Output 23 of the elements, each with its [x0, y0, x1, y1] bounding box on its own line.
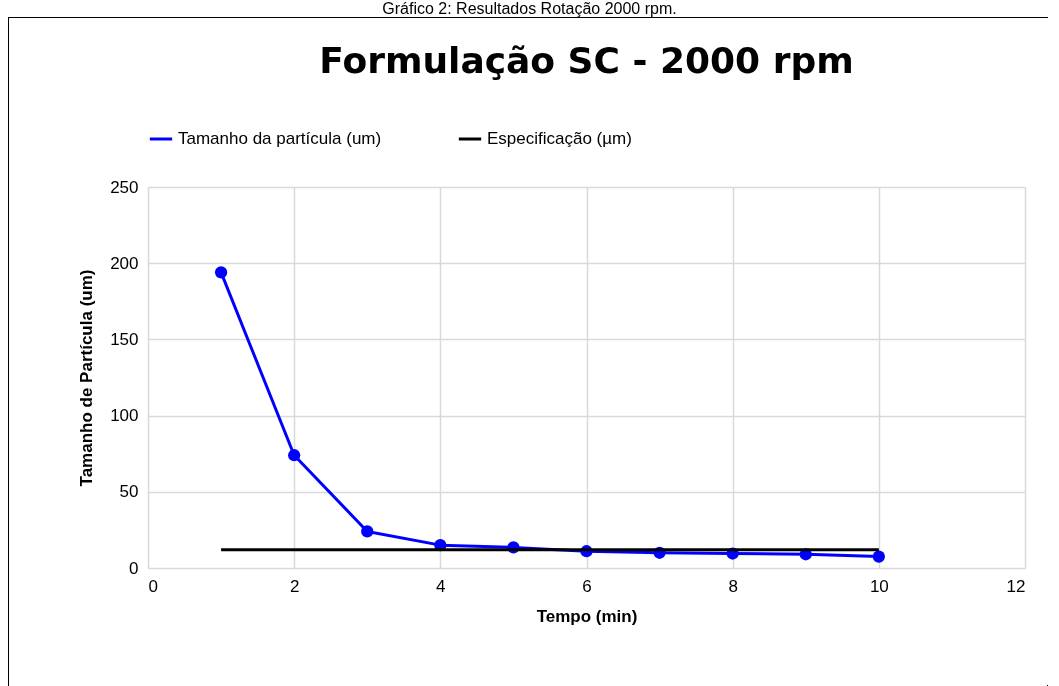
- y-tick-label: 0: [129, 558, 139, 578]
- y-tick-label: 50: [119, 482, 139, 502]
- x-tick-label: 8: [728, 576, 738, 596]
- point: [288, 449, 301, 462]
- x-tick-label: 4: [436, 576, 446, 596]
- text: Gráfico 2: Resultados Rotação 2000 rpm.: [381, 0, 678, 17]
- x-tick-label: 0: [148, 576, 158, 596]
- x-tick-label: 12: [1006, 576, 1026, 596]
- x-tick-label: 2: [289, 576, 300, 596]
- legend-label: Tamanho da partícula (um): [178, 129, 382, 148]
- y-tick-label: 250: [110, 177, 139, 197]
- y-tick-label: 100: [110, 406, 139, 426]
- point: [361, 525, 374, 538]
- y-tick-label: 150: [110, 329, 139, 349]
- point: [214, 266, 228, 279]
- x-tick-label: 10: [869, 576, 889, 596]
- chart-title: Formulação SC - 2000 rpm: [319, 40, 854, 81]
- legend-label: Especificação (µm): [487, 129, 632, 148]
- point: [872, 550, 885, 563]
- x-axis-title: Tempo (min): [536, 606, 638, 626]
- y-axis-title: Tamanho de Partícula (um): [77, 269, 97, 487]
- y-tick-label: 200: [110, 253, 139, 273]
- x-tick-label: 6: [582, 576, 592, 596]
